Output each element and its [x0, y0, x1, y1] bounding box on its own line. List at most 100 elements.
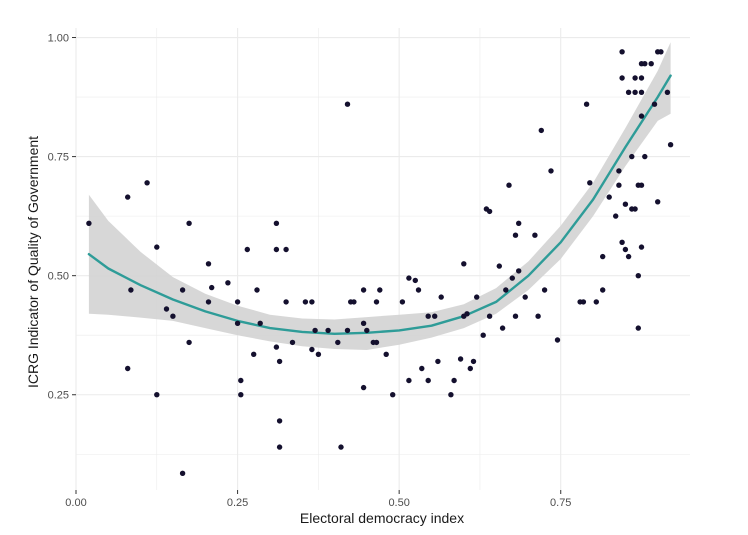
- data-point: [642, 153, 648, 160]
- data-point: [302, 299, 309, 305]
- data-point: [642, 61, 648, 67]
- data-point: [516, 220, 522, 226]
- data-point: [554, 337, 561, 343]
- data-point: [651, 101, 658, 107]
- data-point: [619, 49, 625, 55]
- data-point: [548, 168, 554, 174]
- data-point: [238, 377, 244, 384]
- data-point: [415, 287, 422, 293]
- x-axis-title: Electoral democracy index: [300, 510, 464, 526]
- data-point: [125, 365, 131, 372]
- data-point: [244, 246, 250, 253]
- data-point: [638, 75, 645, 81]
- data-point: [506, 182, 512, 188]
- data-point: [351, 299, 357, 305]
- data-point: [629, 153, 635, 160]
- data-point: [467, 365, 473, 372]
- data-point: [273, 344, 280, 350]
- data-point: [225, 280, 231, 286]
- data-point: [451, 377, 457, 384]
- data-point: [535, 313, 541, 319]
- x-tick-label: 0.00: [65, 497, 86, 509]
- data-point: [448, 392, 454, 398]
- data-point: [234, 320, 241, 326]
- data-point: [538, 127, 544, 134]
- data-point: [622, 246, 629, 253]
- data-point: [499, 325, 506, 331]
- data-point: [509, 275, 515, 281]
- data-point: [583, 101, 590, 107]
- data-point: [254, 287, 260, 293]
- data-point: [383, 351, 389, 357]
- data-point: [635, 273, 641, 279]
- data-point: [516, 268, 522, 274]
- data-point: [360, 320, 367, 326]
- data-point: [648, 61, 654, 67]
- data-point: [496, 263, 502, 269]
- y-tick-label: 0.75: [48, 152, 69, 164]
- data-point: [163, 306, 170, 312]
- data-point: [276, 358, 283, 365]
- data-point: [625, 89, 632, 96]
- data-point: [457, 356, 464, 362]
- data-point: [606, 194, 612, 200]
- data-point: [186, 339, 192, 346]
- data-point: [638, 113, 645, 119]
- y-axis-title: ICRG Indicator of Quality of Government: [25, 136, 41, 388]
- data-point: [154, 244, 160, 250]
- data-point: [470, 358, 477, 365]
- data-point: [412, 277, 418, 284]
- data-point: [364, 327, 370, 334]
- data-point: [406, 275, 412, 281]
- data-point: [438, 294, 444, 300]
- data-point: [522, 294, 528, 300]
- data-point: [144, 180, 150, 186]
- data-point: [419, 365, 425, 372]
- data-point: [658, 49, 664, 55]
- data-point: [377, 287, 383, 293]
- data-point: [273, 220, 280, 226]
- data-point: [344, 101, 351, 107]
- data-point: [170, 313, 176, 319]
- data-point: [360, 384, 367, 391]
- data-point: [532, 232, 538, 238]
- data-point: [435, 358, 441, 365]
- data-point: [283, 299, 289, 305]
- data-point: [667, 142, 674, 148]
- data-point: [541, 287, 548, 293]
- data-point: [600, 287, 606, 293]
- data-point: [432, 313, 438, 319]
- data-point: [289, 339, 296, 346]
- data-point: [638, 89, 645, 96]
- data-point: [273, 246, 280, 253]
- fit-line-layer: [87, 74, 672, 335]
- data-point: [179, 470, 186, 476]
- fit-line: [87, 74, 672, 335]
- data-point: [344, 327, 351, 334]
- data-point: [486, 313, 493, 319]
- y-tick-label: 0.50: [48, 271, 69, 283]
- data-point: [390, 392, 396, 398]
- x-axis-ticks: 0.00 0.25 0.50 0.75: [65, 490, 571, 509]
- data-point: [616, 182, 622, 188]
- data-point: [425, 377, 431, 384]
- data-point: [276, 444, 283, 450]
- data-point: [125, 194, 131, 200]
- data-point: [638, 244, 645, 250]
- data-point: [205, 261, 212, 267]
- data-point: [86, 220, 92, 226]
- data-point: [205, 299, 212, 305]
- data-point: [128, 287, 134, 293]
- data-point: [325, 327, 331, 334]
- data-point: [464, 311, 470, 317]
- data-point: [600, 253, 606, 260]
- data-point: [632, 206, 638, 212]
- data-point: [512, 232, 519, 238]
- data-point: [580, 299, 587, 305]
- data-point: [257, 320, 263, 326]
- data-point: [512, 313, 519, 319]
- data-point: [587, 180, 593, 186]
- data-point: [619, 75, 625, 81]
- confidence-band-layer: [88, 42, 671, 351]
- data-point: [186, 220, 192, 226]
